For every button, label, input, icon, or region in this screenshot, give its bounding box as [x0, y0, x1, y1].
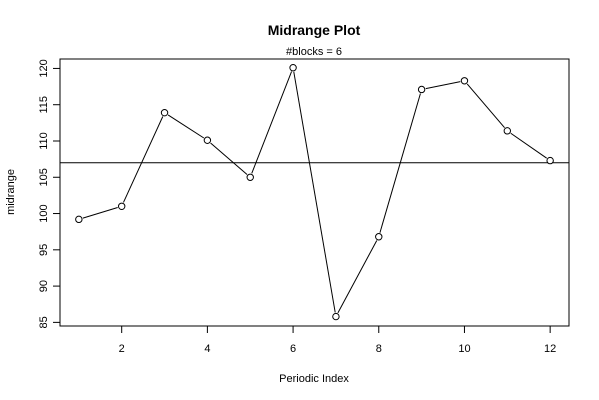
data-point: [203, 136, 212, 144]
y-tick-label: 115: [38, 96, 50, 114]
series-segment: [510, 132, 547, 159]
x-axis: 2 4 6 8 10 12: [119, 325, 556, 355]
series-segment: [122, 116, 164, 203]
data-point: [332, 312, 340, 321]
series-segment: [167, 114, 205, 139]
data-point: [417, 85, 426, 94]
y-tick-label: 85: [38, 316, 50, 328]
series-segment: [82, 207, 118, 219]
series-segment: [293, 71, 336, 313]
y-tick-label: 120: [38, 59, 50, 77]
chart-subtitle: #blocks = 6: [286, 46, 342, 58]
y-tick-label: 90: [38, 280, 50, 292]
series-segment: [466, 83, 505, 128]
series-segment: [425, 81, 461, 90]
y-tick-label: 105: [38, 168, 50, 186]
data-point: [289, 64, 297, 72]
y-tick-label: 100: [38, 204, 50, 222]
chart-title: Midrange Plot: [268, 22, 361, 38]
data-point: [160, 108, 169, 117]
data-point: [375, 233, 383, 241]
data-point: [117, 202, 126, 210]
series-layer: [82, 71, 547, 314]
data-point: [75, 215, 83, 224]
x-tick-label: 12: [544, 343, 556, 355]
points-layer: [75, 64, 554, 321]
data-point: [546, 156, 554, 165]
data-point: [246, 173, 254, 181]
series-segment: [210, 142, 248, 175]
x-axis-label: Periodic Index: [279, 373, 349, 385]
x-tick-label: 10: [458, 343, 470, 355]
y-axis-label: midrange: [5, 169, 17, 215]
y-tick-label: 95: [38, 244, 50, 256]
x-tick-label: 8: [376, 343, 382, 355]
data-point: [460, 77, 469, 85]
x-tick-label: 6: [290, 343, 296, 355]
x-tick-label: 2: [119, 343, 125, 355]
y-axis: 85 90 95 100 105 110 115 120: [38, 59, 61, 328]
data-point: [503, 127, 512, 135]
series-segment: [379, 93, 421, 233]
x-tick-label: 4: [204, 343, 210, 355]
series-segment: [251, 71, 293, 174]
y-tick-label: 110: [38, 132, 50, 150]
series-segment: [337, 240, 378, 314]
